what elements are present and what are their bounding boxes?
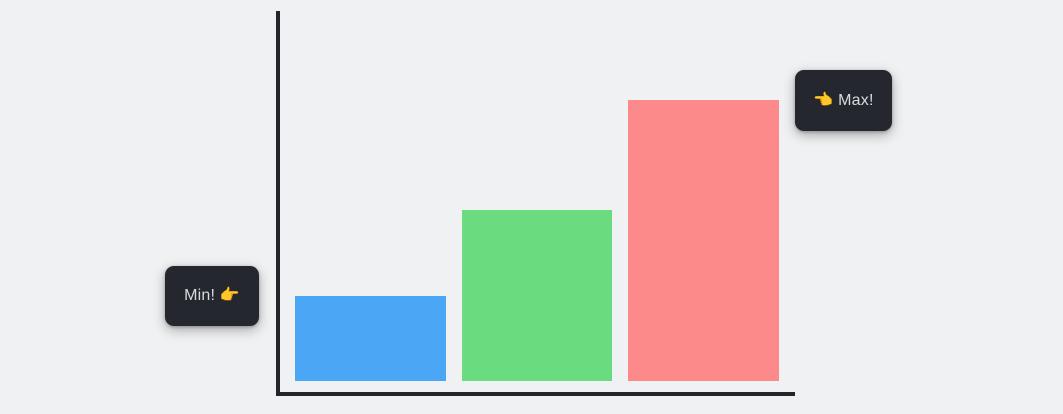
y-axis-line — [276, 11, 280, 396]
bar-3[interactable] — [628, 100, 779, 381]
bar-2[interactable] — [462, 210, 612, 381]
min-tooltip[interactable]: Min! 👉 — [165, 266, 259, 326]
min-tooltip-label: Min! 👉 — [184, 287, 240, 304]
max-tooltip-label: 👈 Max! — [813, 91, 874, 109]
max-tooltip[interactable]: 👈 Max! — [795, 70, 892, 131]
x-axis-line — [276, 392, 795, 396]
bar-1[interactable] — [295, 296, 446, 381]
